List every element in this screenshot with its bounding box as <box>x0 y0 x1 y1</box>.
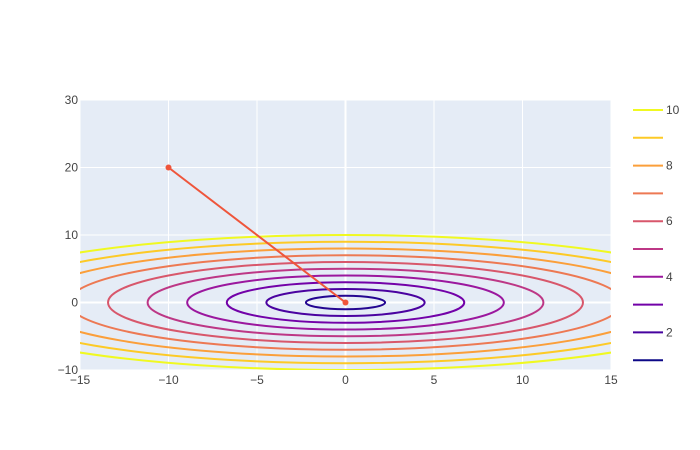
y-axis-ticks: −10 0 10 20 30 <box>58 93 79 377</box>
series-line-0 <box>167 166 347 304</box>
path-series <box>165 164 349 306</box>
legend-label-0: 10 <box>666 103 680 117</box>
y-tick-label-4: 30 <box>65 93 79 107</box>
contour-lines <box>80 234 611 370</box>
legend-item-0[interactable]: 10 <box>633 103 680 117</box>
contour-level-4 <box>186 274 505 331</box>
legend-label-6: 4 <box>666 270 673 284</box>
legend-item-4[interactable]: 6 <box>633 214 673 228</box>
y-tick-label-3: 20 <box>65 161 79 175</box>
series-point-0 <box>165 164 172 171</box>
contour-level-3 <box>225 281 466 324</box>
x-tick-label-6: 15 <box>604 373 618 387</box>
x-tick-label-0: −15 <box>70 373 91 387</box>
contour-level-6 <box>107 261 584 344</box>
x-tick-label-5: 10 <box>516 373 530 387</box>
legend-item-2[interactable]: 8 <box>633 159 673 173</box>
legend-item-6[interactable]: 4 <box>633 270 673 284</box>
legend: 10 8 6 4 2 <box>633 103 680 362</box>
x-tick-label-4: 5 <box>431 373 438 387</box>
contour-level-7 <box>80 254 611 351</box>
y-tick-label-0: −10 <box>58 363 79 377</box>
contour-level-2 <box>265 288 426 317</box>
contour-level-1 <box>304 294 387 311</box>
contour-level-5 <box>146 267 545 338</box>
x-tick-label-3: 0 <box>342 373 349 387</box>
legend-label-4: 6 <box>666 214 673 228</box>
y-tick-label-1: 0 <box>71 296 78 310</box>
x-tick-label-1: −10 <box>158 373 179 387</box>
y-tick-label-2: 10 <box>65 228 79 242</box>
contour-level-9 <box>80 240 611 365</box>
legend-label-2: 8 <box>666 159 673 173</box>
legend-label-8: 2 <box>666 325 673 339</box>
contour-level-10 <box>80 234 611 370</box>
series-point-1 <box>342 299 349 306</box>
x-tick-label-2: −5 <box>250 373 264 387</box>
x-axis-ticks: −15 −10 −5 0 5 10 15 <box>70 373 618 387</box>
contour-level-8 <box>80 247 611 358</box>
legend-item-8[interactable]: 2 <box>633 325 673 339</box>
